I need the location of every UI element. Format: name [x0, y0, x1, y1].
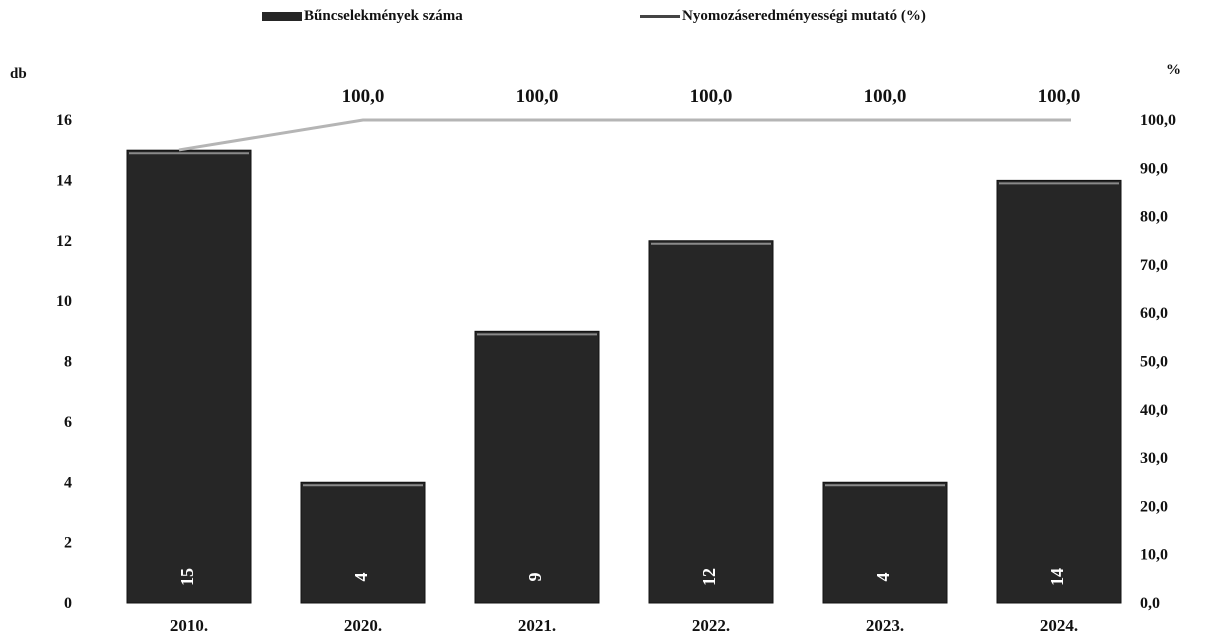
left-tick-label: 14: [56, 172, 72, 189]
bar-data-label: 4: [351, 573, 371, 582]
x-tick-label: 2020.: [344, 616, 382, 635]
right-axis-unit: %: [1166, 62, 1181, 78]
right-tick-label: 30,0: [1140, 450, 1168, 467]
legend-bar-swatch: [262, 12, 302, 21]
left-tick-label: 0: [64, 595, 72, 612]
legend-line-swatch: [640, 15, 680, 18]
legend-label-line: Nyomozáseredményességi mutató (%): [682, 8, 926, 24]
left-tick-label: 6: [64, 414, 72, 431]
line-data-label: 100,0: [342, 86, 385, 107]
bar: [300, 481, 426, 604]
legend: Bűncselekmények száma Nyomozáseredményes…: [0, 8, 1206, 32]
right-tick-label: 100,0: [1140, 112, 1176, 129]
x-tick-label: 2021.: [518, 616, 556, 635]
right-tick-label: 80,0: [1140, 209, 1168, 226]
left-axis-unit: db: [10, 66, 27, 82]
right-tick-label: 70,0: [1140, 257, 1168, 274]
line-data-label: 100,0: [516, 86, 559, 107]
bar: [648, 240, 774, 604]
right-tick-label: 20,0: [1140, 498, 1168, 515]
left-tick-label: 4: [64, 474, 72, 491]
bar: [126, 149, 252, 604]
line-data-label: 100,0: [690, 86, 733, 107]
legend-item-bars: Bűncselekmények száma: [262, 8, 463, 25]
left-tick-label: 10: [56, 293, 72, 310]
line-data-label: 100,0: [1038, 86, 1081, 107]
right-tick-label: 10,0: [1140, 547, 1168, 564]
bar-data-label: 4: [873, 573, 893, 582]
right-tick-label: 90,0: [1140, 160, 1168, 177]
x-tick-label: 2010.: [170, 616, 208, 635]
line-data-label: 100,0: [864, 86, 907, 107]
x-tick-label: 2022.: [692, 616, 730, 635]
left-tick-label: 16: [56, 112, 72, 129]
right-tick-label: 50,0: [1140, 354, 1168, 371]
left-tick-label: 2: [64, 535, 72, 552]
right-tick-label: 60,0: [1140, 305, 1168, 322]
bar-data-label: 15: [177, 568, 197, 586]
legend-label-bars: Bűncselekmények száma: [304, 8, 463, 24]
line-series: [178, 118, 1071, 152]
bar: [474, 330, 600, 604]
x-tick-label: 2024.: [1040, 616, 1078, 635]
bar: [822, 481, 948, 604]
left-tick-label: 8: [64, 354, 72, 371]
legend-item-line: Nyomozáseredményességi mutató (%): [640, 8, 926, 25]
bar: [996, 179, 1122, 604]
x-tick-label: 2023.: [866, 616, 904, 635]
left-tick-label: 12: [56, 233, 72, 250]
bar-data-label: 14: [1047, 568, 1067, 586]
right-tick-label: 0,0: [1140, 595, 1160, 612]
right-tick-label: 40,0: [1140, 402, 1168, 419]
bar-data-label: 12: [699, 568, 719, 586]
bar-data-label: 9: [525, 573, 545, 582]
